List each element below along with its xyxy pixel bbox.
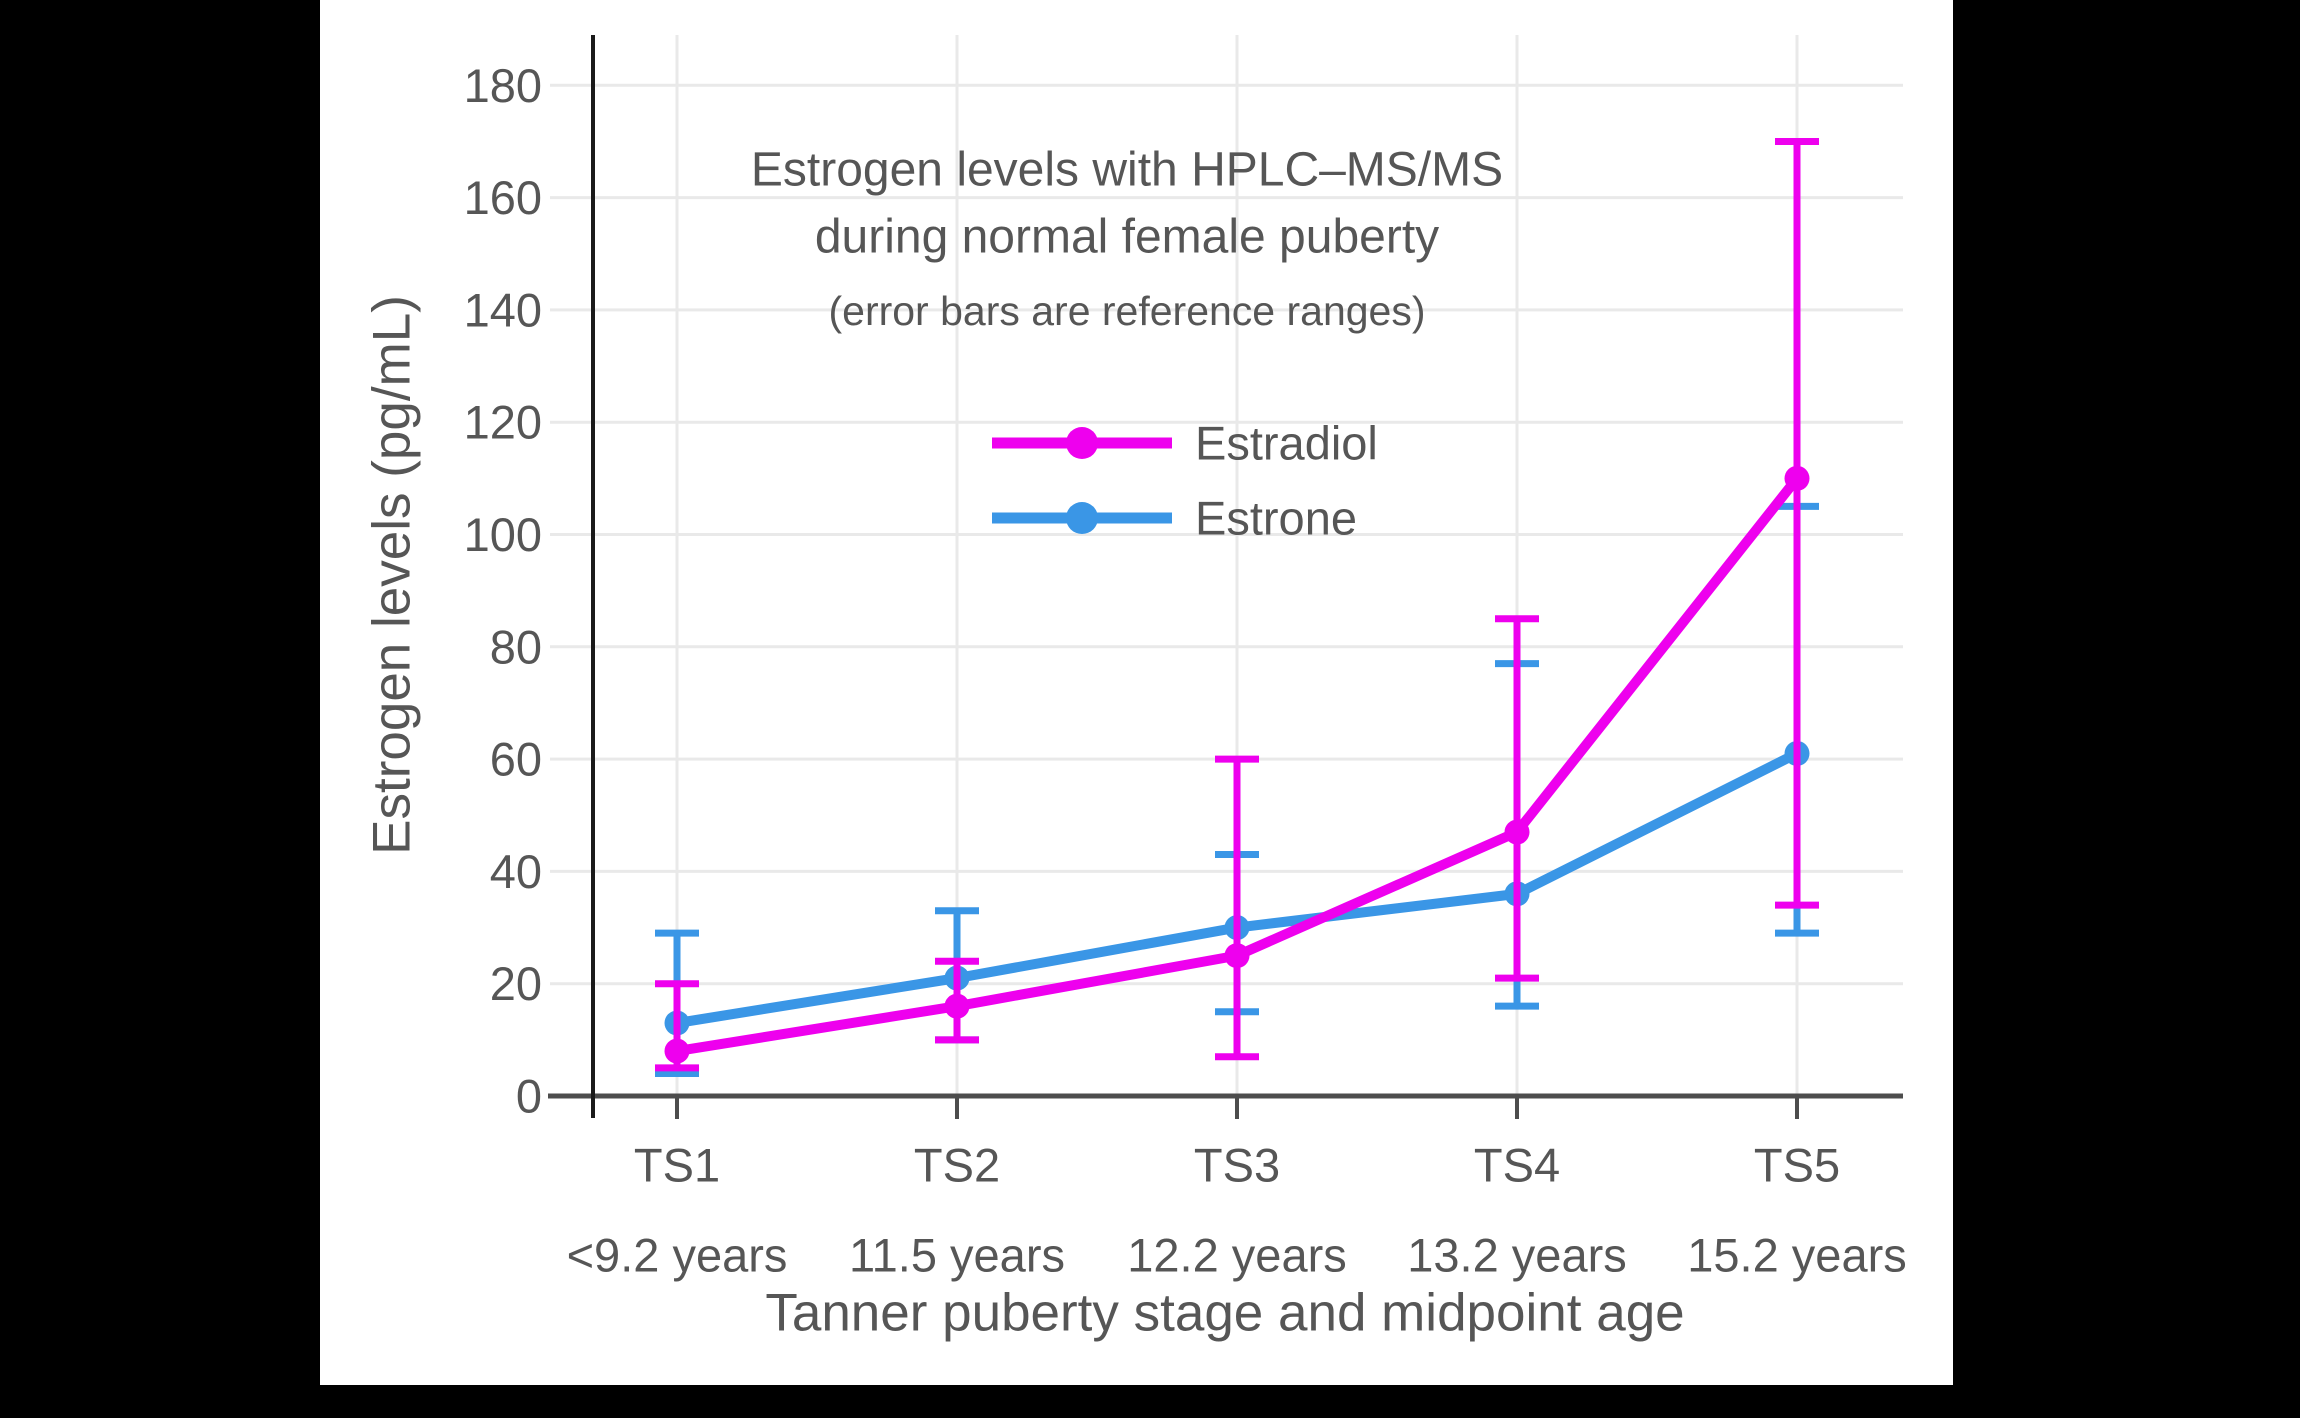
- y-tick-label: 80: [490, 620, 542, 673]
- x-tick-sublabel: <9.2 years: [567, 1229, 788, 1282]
- chart-title-line1: Estrogen levels with HPLC–MS/MS: [751, 144, 1503, 197]
- estradiol-errorbar-TS5: [1775, 137, 1819, 909]
- legend-item-estrone[interactable]: Estrone: [992, 492, 1357, 545]
- chart-figure: 0 20 40 60 80 100 120 140 160 180 TS1 TS2 TS3 TS4 TS5 <…: [320, 0, 1953, 1385]
- y-axis-title: Estrogen levels (pg/mL): [363, 295, 422, 855]
- y-tick-label: 180: [464, 59, 542, 112]
- y-tick-label: 60: [490, 733, 542, 786]
- x-axis-title: Tanner puberty stage and midpoint age: [765, 1284, 1684, 1343]
- series-layer: [655, 137, 1819, 1078]
- x-tick-label: TS1: [634, 1139, 720, 1192]
- y-tick-label: 40: [490, 845, 542, 898]
- x-tick-sublabel: 15.2 years: [1687, 1229, 1906, 1282]
- x-tick-sublabel: 13.2 years: [1407, 1229, 1626, 1282]
- estradiol-point-TS5: [1784, 465, 1810, 491]
- legend: Estradiol Estrone: [992, 417, 1378, 545]
- legend-label-estradiol[interactable]: Estradiol: [1195, 417, 1378, 470]
- legend-marker-dot-estrone: [1066, 502, 1098, 534]
- y-tick-label: 20: [490, 957, 542, 1010]
- legend-marker-dot-estradiol: [1066, 427, 1098, 459]
- x-tick-label: TS5: [1754, 1139, 1840, 1192]
- tick-labels: 0 20 40 60 80 100 120 140 160 180 TS1 TS2 TS3 TS4 TS5 <…: [464, 59, 1907, 1282]
- x-tick-label: TS4: [1474, 1139, 1560, 1192]
- x-tick-label: TS2: [914, 1139, 1000, 1192]
- chart-title-line2: during normal female puberty: [815, 211, 1439, 264]
- x-tick-sublabel: 11.5 years: [849, 1229, 1065, 1282]
- y-tick-label: 0: [516, 1070, 542, 1123]
- y-tick-label: 100: [464, 508, 542, 561]
- estradiol-point-TS1: [664, 1038, 690, 1064]
- legend-item-estradiol[interactable]: Estradiol: [992, 417, 1378, 470]
- estradiol-errorbar-TS3: [1215, 755, 1259, 1061]
- estradiol-errorbar-TS4: [1495, 615, 1539, 982]
- x-tick-label: TS3: [1194, 1139, 1280, 1192]
- x-tick-sublabel: 12.2 years: [1127, 1229, 1346, 1282]
- chart-subtitle: (error bars are reference ranges): [828, 288, 1425, 334]
- estradiol-point-TS2: [944, 993, 970, 1019]
- estradiol-point-TS3: [1224, 943, 1250, 969]
- y-tick-label: 160: [464, 171, 542, 224]
- axes: [548, 35, 1903, 1119]
- estrogen-line-chart: 0 20 40 60 80 100 120 140 160 180 TS1 TS2 TS3 TS4 TS5 <…: [363, 35, 1907, 1343]
- legend-label-estrone[interactable]: Estrone: [1195, 492, 1357, 545]
- series-estradiol: [655, 137, 1819, 1072]
- estradiol-point-TS4: [1504, 819, 1530, 845]
- y-tick-label: 140: [464, 283, 542, 336]
- y-tick-label: 120: [464, 396, 542, 449]
